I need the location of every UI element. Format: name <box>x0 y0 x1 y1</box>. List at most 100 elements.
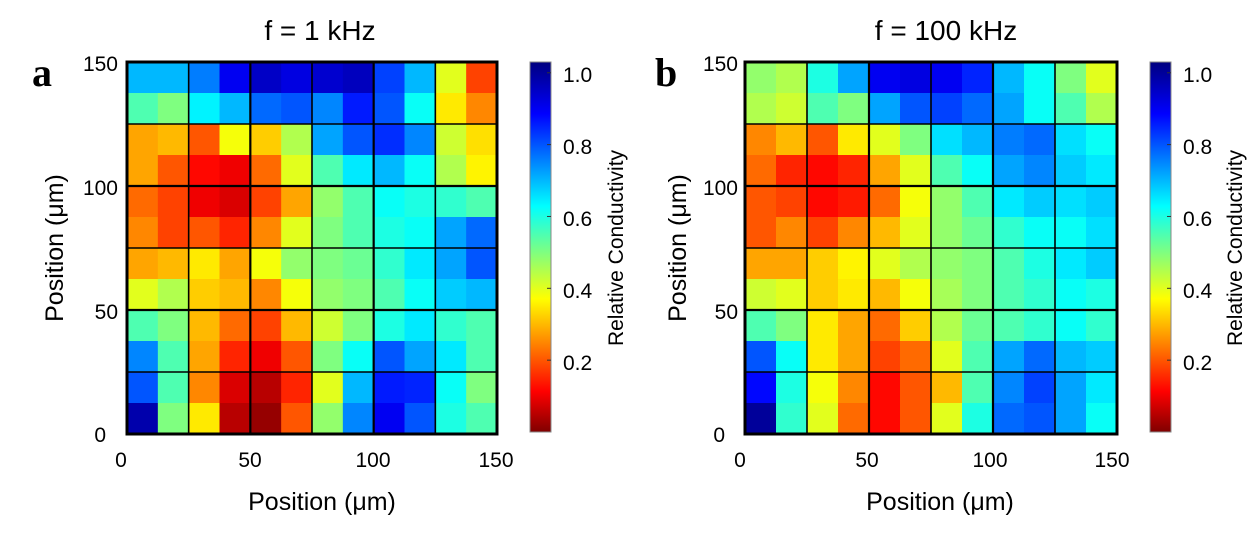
panel-b-xlabel: Position (μm) <box>866 488 1014 516</box>
panel-b-heatmap-cell <box>931 310 963 342</box>
panel-b-heatmap-cell <box>993 248 1025 280</box>
panel-a-heatmap-cell <box>466 403 498 435</box>
panel-a-ytick: 100 <box>83 177 118 200</box>
panel-b-heatmap-cell <box>838 124 870 156</box>
panel-a-heatmap-cell <box>342 310 375 342</box>
panel-a-xtick: 50 <box>238 449 261 472</box>
panel-b-heatmap-cell <box>1086 341 1118 373</box>
panel-a-heatmap-cell <box>342 341 375 373</box>
panel-b-heatmap-cell <box>1055 62 1087 94</box>
panel-b-xtick: 100 <box>972 449 1007 472</box>
panel-a-heatmap-cell <box>466 310 498 342</box>
panel-a-heatmap-cell <box>250 279 282 311</box>
panel-b-heatmap-cell <box>1055 310 1087 342</box>
panel-a-heatmap-cell <box>281 186 313 218</box>
panel-b-ylabel: Position (μm) <box>664 174 692 322</box>
panel-b-heatmap-cell <box>962 186 994 218</box>
panel-a-heatmap-cell <box>404 124 436 156</box>
panel-b-heatmap-cell <box>807 186 839 218</box>
panel-b-heatmap-cell <box>776 155 808 187</box>
panel-a-heatmap-cell <box>250 62 282 94</box>
panel-b-heatmap-cell <box>745 372 777 404</box>
panel-a-heatmap-cell <box>188 372 221 404</box>
panel-a-heatmap-cell <box>312 93 344 125</box>
panel-a-cbar-tick: 0.6 <box>563 208 592 231</box>
panel-b-heatmap-cell <box>807 279 839 311</box>
panel-b-ytick: 100 <box>703 177 738 200</box>
panel-a-heatmap-cell <box>281 279 313 311</box>
panel-a-heatmap-cell <box>188 248 221 280</box>
panel-a-heatmap-cell <box>281 217 313 249</box>
panel-a-heatmap-cell <box>373 372 406 404</box>
panel-a-heatmap-cell <box>281 372 313 404</box>
panel-b-heatmap-cell <box>1086 372 1118 404</box>
panel-b-heatmap-cell <box>931 217 963 249</box>
panel-b-heatmap-cell <box>962 217 994 249</box>
panel-a-heatmap-cell <box>250 372 282 404</box>
panel-b-heatmap-cell <box>838 62 870 94</box>
panel-a-heatmap-cell <box>127 93 159 125</box>
panel-b-heatmap-cell <box>993 124 1025 156</box>
panel-b-heatmap-cell <box>838 155 870 187</box>
panel-b-heatmap-cell <box>869 62 901 94</box>
panel-b-heatmap-cell <box>745 310 777 342</box>
panel-b-heatmap-cell <box>1024 217 1056 249</box>
panel-a-ytick: 0 <box>94 424 106 447</box>
panel-b-heatmap-cell <box>900 62 932 94</box>
panel-a-cbar-tick: 0.4 <box>563 280 593 303</box>
panel-b-heatmap-cell <box>869 403 901 435</box>
panel-a-heatmap-cell <box>250 155 282 187</box>
panel-a-heatmap-cell <box>250 248 282 280</box>
panel-b-heatmap-cell <box>1024 155 1056 187</box>
panel-a-heatmap-cell <box>404 186 436 218</box>
panel-a-heatmap-cell <box>157 248 190 280</box>
panel-b-heatmap-cell <box>1086 217 1118 249</box>
panel-b-colorbar <box>1149 61 1172 433</box>
panel-a-heatmap-cell <box>466 186 498 218</box>
panel-b-heatmap-cell <box>807 62 839 94</box>
panel-a-heatmap-cell <box>157 155 190 187</box>
panel-a-heatmap-cell <box>404 62 436 94</box>
panel-a-heatmap-cell <box>312 372 344 404</box>
panel-a-heatmap-cell <box>435 279 467 311</box>
panel-b-heatmap-cell <box>807 372 839 404</box>
panel-b-heatmap-cell <box>1086 155 1118 187</box>
panel-b-heatmap-cell <box>962 248 994 280</box>
panel-b-ytick: 150 <box>703 53 738 76</box>
panel-a-xlabel: Position (μm) <box>248 488 396 516</box>
panel-a-heatmap-cell <box>435 124 467 156</box>
panel-b-heatmap-cell <box>962 62 994 94</box>
panel-b-heatmap-cell <box>931 403 963 435</box>
panel-b-heatmap-cell <box>807 403 839 435</box>
panel-a-heatmap-cell <box>127 217 159 249</box>
panel-a-heatmap-cell <box>342 217 375 249</box>
panel-a-heatmap-cell <box>250 217 282 249</box>
panel-b-xtick: 50 <box>855 449 878 472</box>
panel-b-plot-frame <box>743 60 1119 436</box>
panel-b-heatmap-cell <box>993 93 1025 125</box>
panel-a-heatmap-cell <box>373 217 406 249</box>
panel-b-heatmap-cell <box>745 217 777 249</box>
panel-b-heatmap-cell <box>776 372 808 404</box>
panel-a-heatmap-cell <box>435 310 467 342</box>
panel-b-heatmap-cell <box>776 279 808 311</box>
panel-a-heatmap-cell <box>157 372 190 404</box>
panel-b-heatmap-cell <box>993 155 1025 187</box>
panel-b-heatmap-cell <box>776 124 808 156</box>
panel-b-heatmap-cell <box>931 62 963 94</box>
panel-a-heatmap-cell <box>312 62 344 94</box>
panel-b-gridlines <box>745 62 1117 434</box>
panel-a-heatmap-cell <box>127 124 159 156</box>
panel-b-heatmap-cell <box>900 217 932 249</box>
panel-a-heatmap-cell <box>342 124 375 156</box>
panel-b-heatmap-cell <box>931 155 963 187</box>
panel-a-heatmap-cell <box>466 248 498 280</box>
panel-b-heatmap-cell <box>776 93 808 125</box>
panel-a-heatmap-cell <box>404 93 436 125</box>
panel-b-heatmap-cell <box>838 186 870 218</box>
panel-a-heatmap-cell <box>219 93 251 125</box>
panel-a-heatmap-cell <box>281 62 313 94</box>
panel-b-heatmap-cell <box>869 93 901 125</box>
panel-b-heatmap-cell <box>745 279 777 311</box>
panel-a-heatmap-cell <box>312 155 344 187</box>
